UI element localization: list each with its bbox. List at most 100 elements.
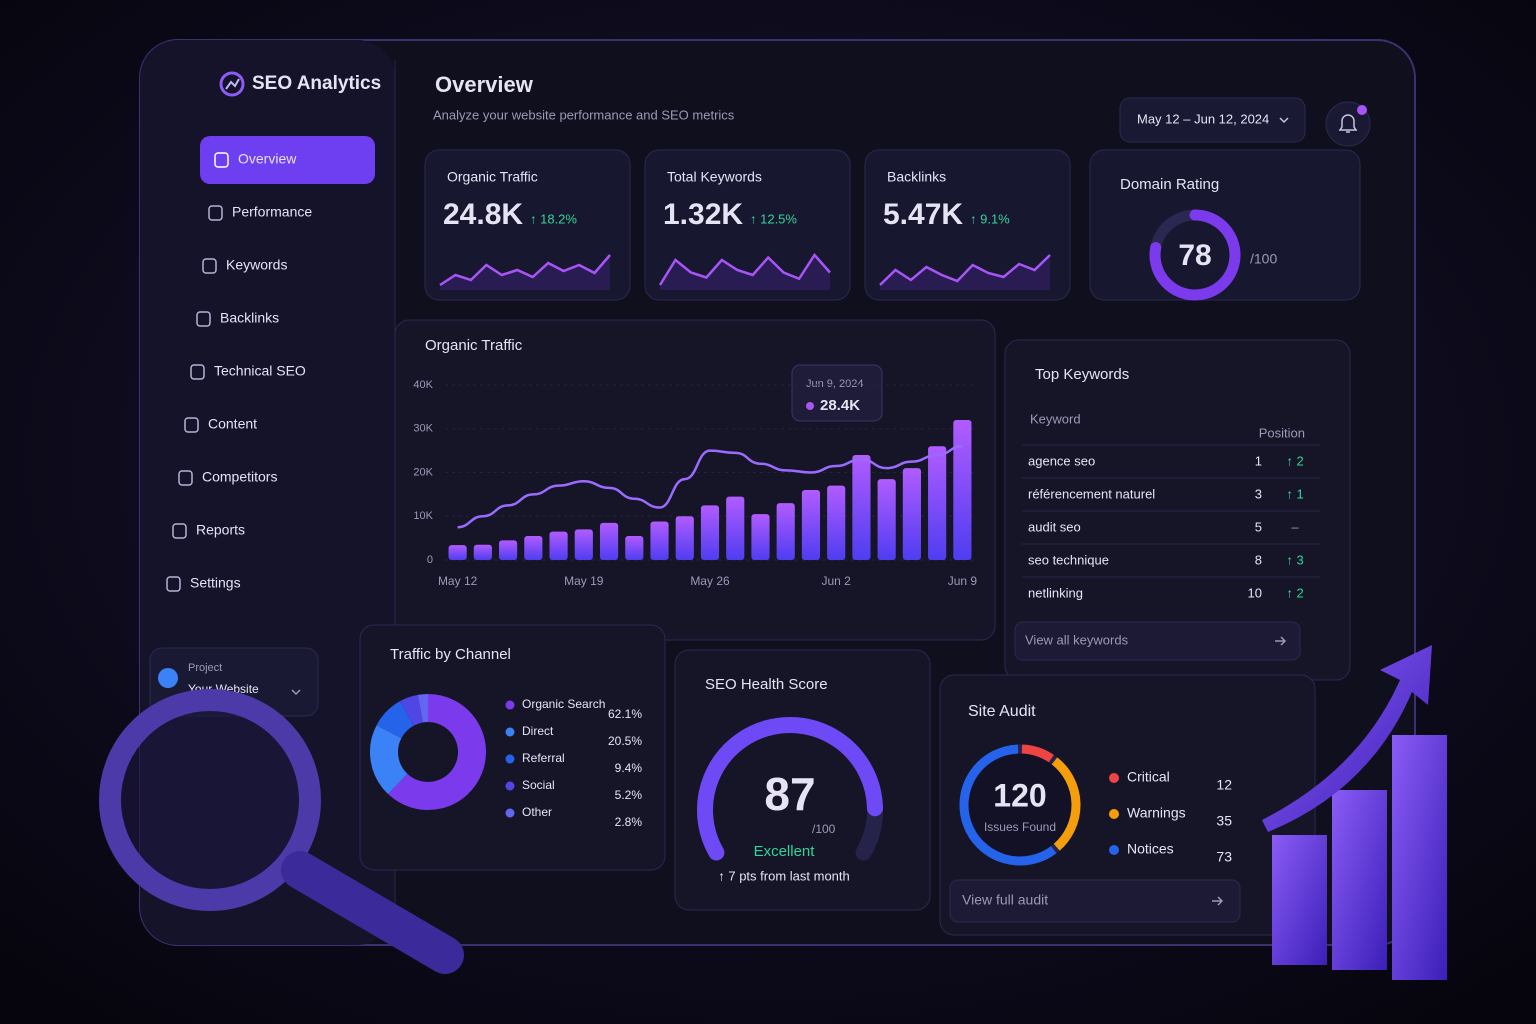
y-tick-label: 20K [413,466,433,478]
nav-item[interactable]: Settings [190,575,241,591]
bar [776,503,795,560]
health-value: 87 [764,768,815,820]
nav-item[interactable]: Technical SEO [214,363,306,379]
donut-slice [388,694,486,810]
nav-icon [172,523,187,539]
keyword: seo technique [1028,552,1109,567]
legend-dot [505,700,515,710]
position: 10 [1248,585,1262,600]
position-change: ↑ 2 [1286,453,1303,468]
card-title: Domain Rating [1120,176,1219,193]
x-tick-label: May 12 [438,574,478,588]
gauge-value [697,717,883,861]
card-title: Organic Traffic [425,337,523,354]
date-picker[interactable] [1119,97,1306,143]
bar [700,505,720,560]
legend-label: Direct [522,724,554,738]
legend-dot [505,808,515,818]
legend-value: 73 [1216,849,1232,865]
nav-item[interactable]: Keywords [226,257,287,273]
rating-max: /100 [1250,251,1277,267]
kpi-card [644,149,851,301]
card-title: Top Keywords [1035,366,1129,383]
x-tick-label: Jun 9 [948,574,978,588]
legend-value: 9.4% [615,761,643,775]
kpi-change: ↑ 12.5% [750,211,797,226]
kpi-change: ↑ 9.1% [970,211,1010,226]
legend-value: 5.2% [615,788,643,802]
sparkline [879,254,1051,286]
legend-label: Notices [1127,841,1174,857]
bar [751,514,770,560]
arrow-icon [1212,896,1224,906]
x-tick-label: May 26 [690,574,730,588]
keyword: audit seo [1028,519,1081,534]
card-title: Traffic by Channel [390,646,511,663]
legend-dot [505,754,515,764]
nav-item[interactable]: Content [208,416,257,432]
donut-slice [376,701,415,739]
nav-item[interactable]: Backlinks [220,310,279,326]
bar [726,496,745,560]
bar [650,521,669,560]
legend-label: Warnings [1127,805,1186,821]
nav-icon [208,205,223,221]
column-header: Position [1259,425,1305,440]
x-tick-label: Jun 2 [822,574,852,588]
audit-total: 120 [993,777,1046,813]
audit-segment [1051,757,1081,851]
view-all-keywords[interactable] [1014,621,1301,661]
card-title: Site Audit [968,703,1036,720]
page-subtitle: Analyze your website performance and SEO… [433,107,735,122]
legend-value: 12 [1216,777,1232,793]
nav-icon [184,417,199,433]
project-icon [158,668,178,688]
audit-total-label: Issues Found [984,820,1056,834]
date-range: May 12 – Jun 12, 2024 [1137,111,1269,126]
y-tick-label: 0 [427,554,433,566]
legend-dot [1109,845,1119,855]
position-change: – [1291,519,1299,534]
kpi-value: 24.8K [443,198,523,231]
nav-item[interactable]: Overview [238,151,297,167]
logo [219,71,245,97]
nav-active [200,136,375,184]
donut-slice [400,694,424,726]
sparkline [658,252,831,286]
legend-dot [505,781,515,791]
legend-label: Referral [522,751,565,765]
kpi-card [864,149,1071,301]
nav-item[interactable]: Reports [196,522,245,538]
keyword: agence seo [1028,453,1095,468]
nav-item[interactable]: Competitors [202,469,277,485]
view-full-audit[interactable] [949,879,1241,923]
magnifier [99,689,321,911]
legend-label: Critical [1127,769,1170,785]
health-status: Excellent [754,843,816,860]
kpi-label: Organic Traffic [447,169,538,185]
y-tick-label: 30K [413,423,433,435]
bar [448,545,467,560]
bar [852,455,871,560]
audit-segment [1021,744,1054,763]
app-name: SEO Analytics [252,73,381,94]
legend-value: 20.5% [608,734,642,748]
position: 3 [1255,486,1262,501]
nav-item[interactable]: Performance [232,204,312,220]
tooltip-dot [806,402,814,410]
legend-dot [1109,809,1119,819]
tooltip [791,364,883,422]
nav-icon [190,364,205,380]
legend-label: Social [522,778,555,792]
health-max: /100 [812,822,836,836]
project-label: Project [188,662,222,674]
link-text: View all keywords [1025,632,1129,647]
deco-arrow [1262,645,1432,832]
deco-bar [1332,790,1387,970]
nav-icon [178,470,193,486]
legend-dot [505,727,515,737]
column-header: Keyword [1030,411,1081,426]
kpi-change: ↑ 18.2% [530,211,577,226]
sparkline-area [880,255,1050,290]
